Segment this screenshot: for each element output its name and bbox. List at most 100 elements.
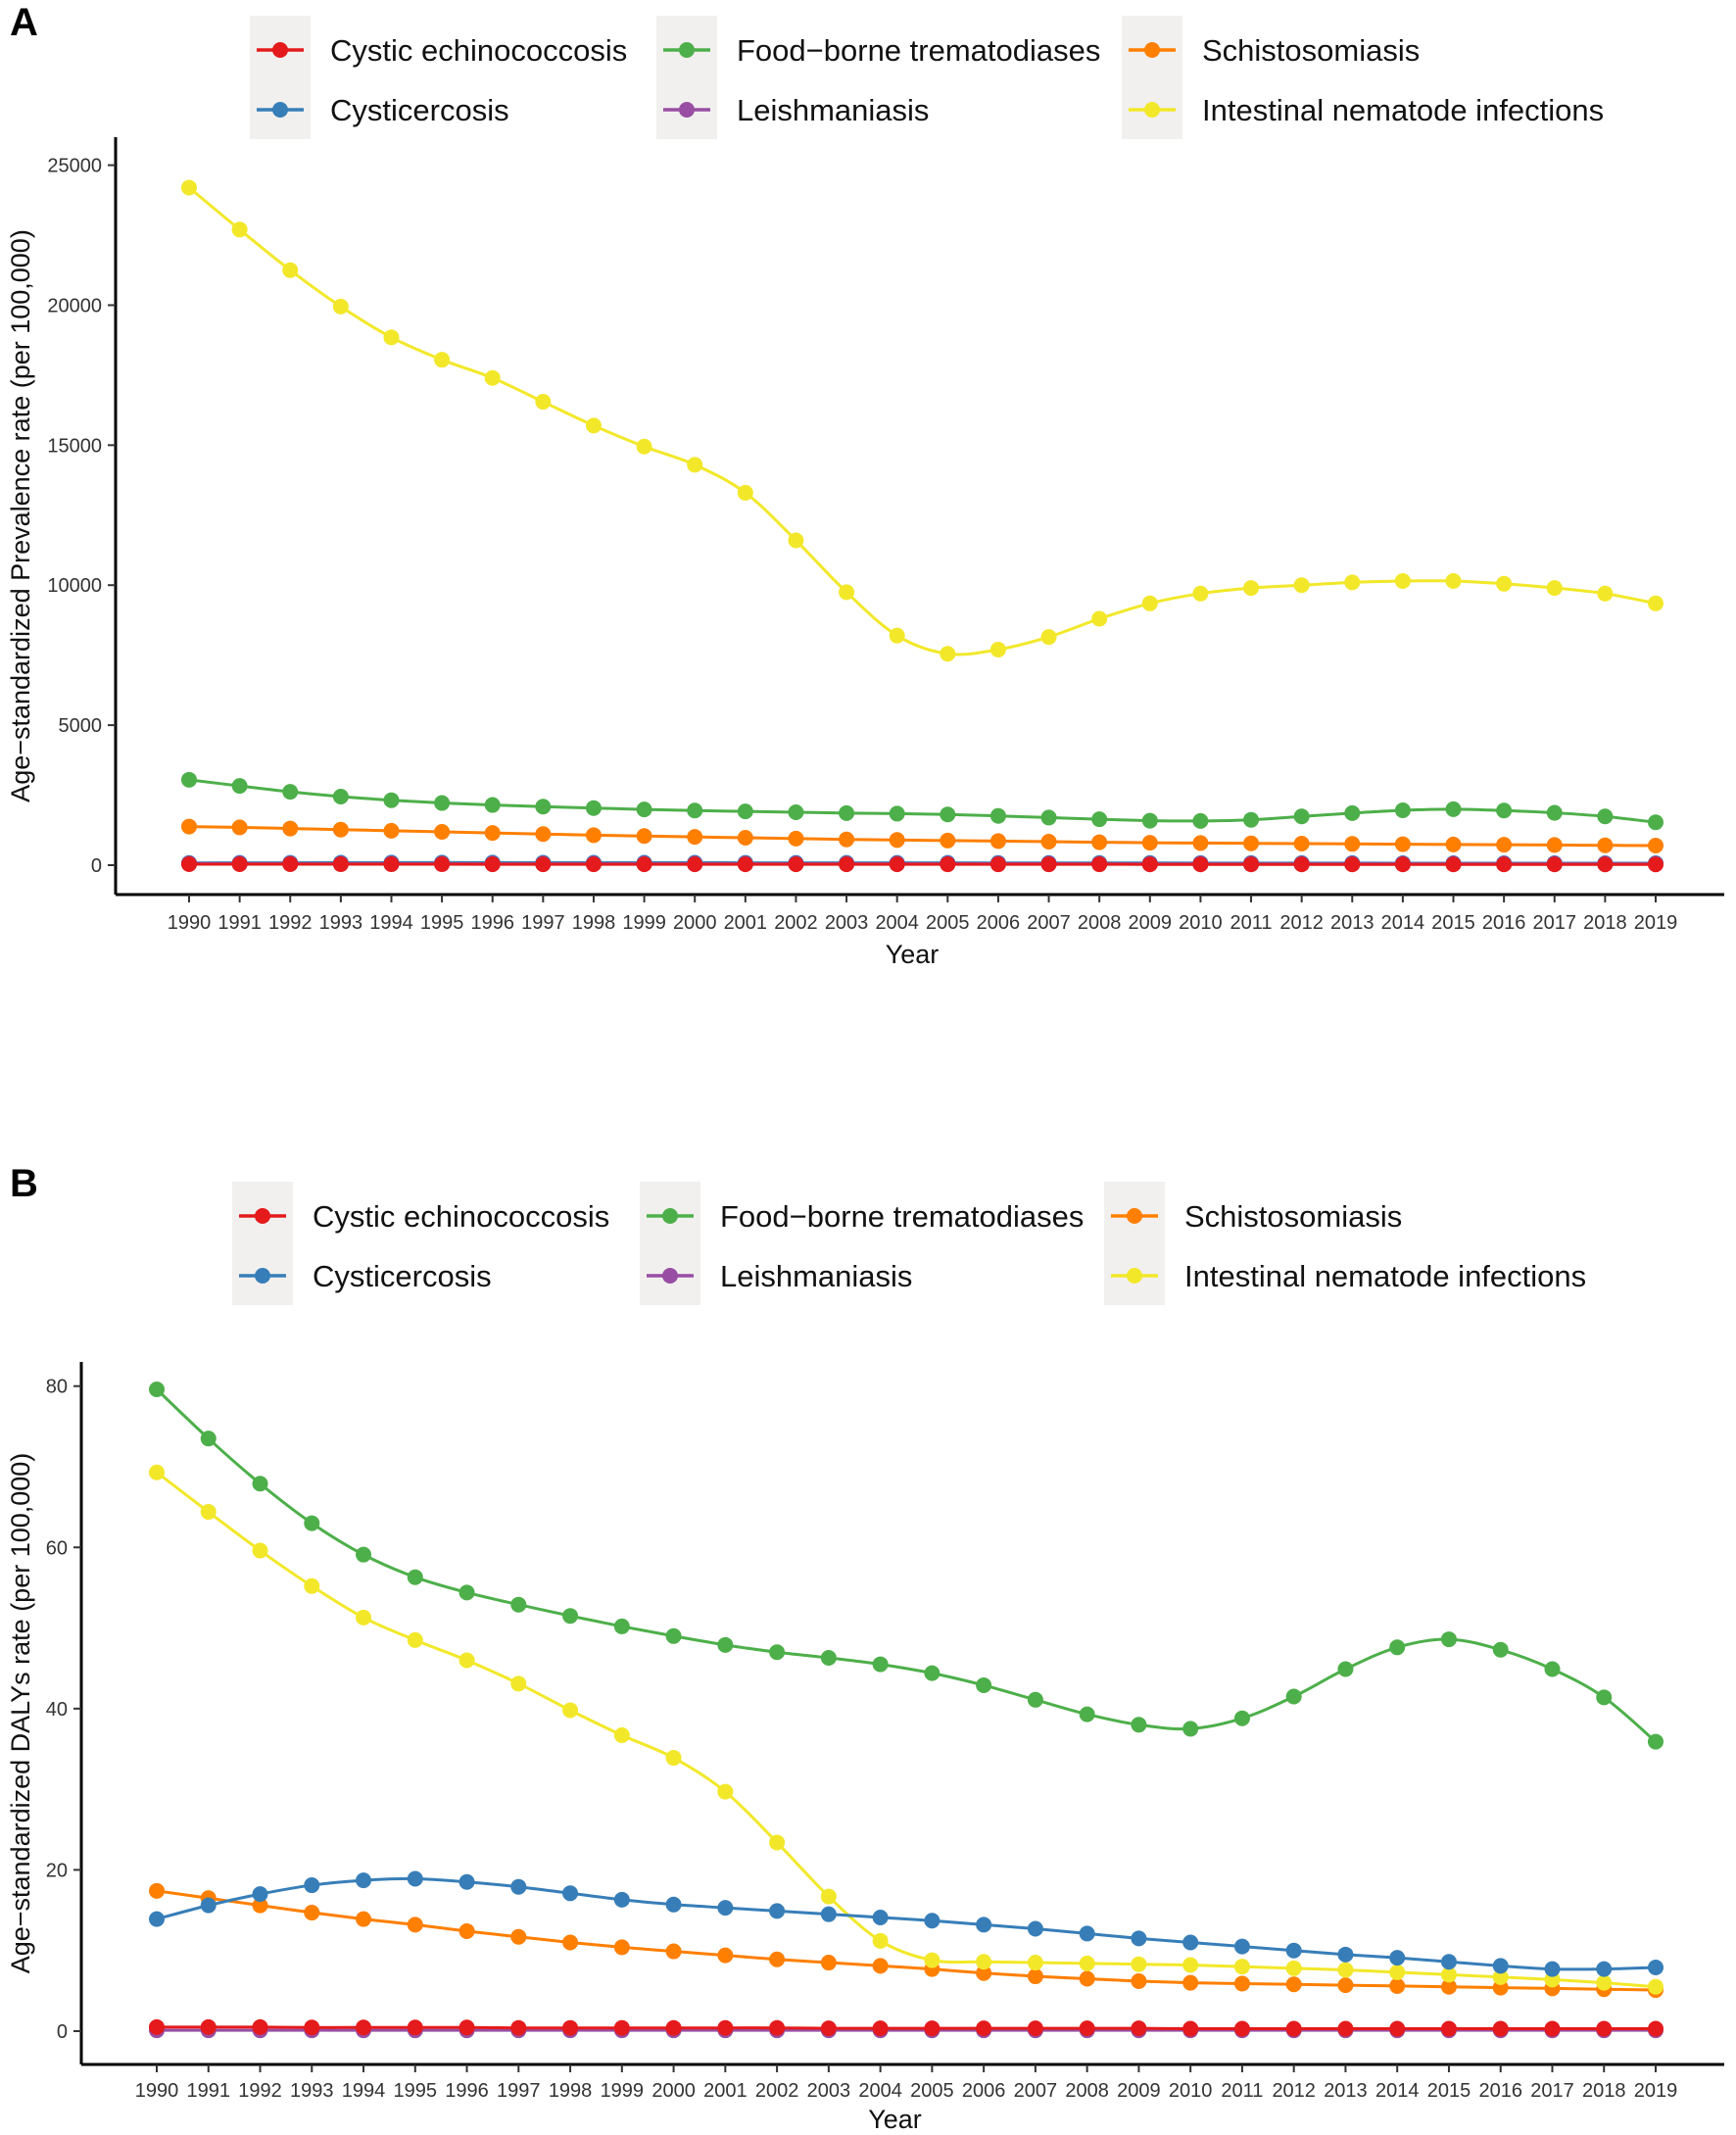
data-point-2011	[1243, 811, 1260, 828]
data-point-2006	[976, 1954, 992, 1970]
data-point-2010	[1192, 835, 1209, 851]
x-tick-label: 2007	[1027, 912, 1071, 934]
data-point-1991	[200, 1431, 217, 1447]
data-point-1995	[407, 2019, 423, 2036]
data-point-1994	[383, 822, 400, 839]
x-tick-label: 2011	[1221, 2080, 1263, 2102]
data-point-2010	[1192, 856, 1209, 873]
x-tick-label: 2009	[1117, 2080, 1161, 2102]
data-point-2004	[872, 1958, 889, 1974]
data-point-2004	[872, 1932, 889, 1949]
data-point-2012	[1285, 1942, 1302, 1959]
data-point-1998	[585, 417, 602, 434]
x-tick-label: 1997	[521, 912, 565, 934]
data-point-1990	[149, 1911, 165, 1927]
x-tick-label: 1990	[168, 912, 212, 934]
x-tick-label: 2011	[1230, 912, 1273, 934]
data-point-1990	[181, 179, 197, 196]
x-tick-label: 2015	[1427, 2080, 1471, 2102]
series-line	[157, 2025, 1656, 2031]
data-point-2010	[1182, 1934, 1199, 1951]
x-tick-label: 2000	[651, 2080, 696, 2102]
x-tick-label: 1998	[572, 912, 616, 934]
data-point-2017	[1546, 837, 1563, 853]
data-point-2005	[940, 856, 956, 873]
data-point-1992	[252, 1542, 268, 1559]
data-point-2018	[1597, 808, 1614, 825]
data-point-2008	[1091, 610, 1108, 627]
data-point-1994	[383, 856, 400, 873]
data-point-2002	[769, 1951, 786, 1967]
data-point-2003	[839, 856, 855, 873]
x-tick-label: 1995	[394, 2080, 438, 2102]
x-tick-label: 2008	[1065, 2080, 1109, 2102]
data-point-2010	[1192, 812, 1209, 829]
data-point-2019	[1648, 856, 1664, 873]
data-point-2013	[1344, 574, 1361, 591]
data-point-2000	[665, 1943, 682, 1960]
x-tick-label: 2006	[962, 2080, 1006, 2102]
data-point-2016	[1492, 1958, 1509, 1974]
x-tick-label: 1996	[470, 912, 514, 934]
data-point-2016	[1496, 837, 1513, 853]
x-tick-label: 2001	[724, 912, 768, 934]
data-point-2007	[1027, 1955, 1043, 1971]
legend-marker	[679, 42, 695, 58]
y-tick-label: 0	[91, 855, 102, 877]
data-point-2009	[1131, 1972, 1147, 1989]
data-point-2001	[737, 803, 753, 820]
data-point-1997	[510, 1675, 527, 1692]
data-point-2019	[1648, 1978, 1664, 1995]
data-point-2014	[1389, 1950, 1406, 1966]
x-tick-label: 2012	[1279, 912, 1324, 934]
data-point-2005	[924, 1913, 940, 1929]
data-point-2013	[1337, 1962, 1354, 1978]
data-point-2002	[769, 1903, 786, 1919]
data-point-2004	[889, 856, 905, 873]
x-tick-label: 2019	[1634, 2080, 1678, 2102]
data-point-2002	[788, 830, 804, 847]
data-point-1992	[252, 1476, 268, 1492]
legend-marker	[662, 1208, 678, 1224]
data-point-2011	[1233, 1975, 1250, 1992]
data-point-2006	[976, 1917, 992, 1933]
data-point-2018	[1596, 2020, 1613, 2037]
legend-item-cysticercosis: Cysticercosis	[239, 1259, 492, 1293]
data-point-1996	[458, 1922, 475, 1939]
data-point-1999	[636, 438, 652, 455]
data-point-1993	[304, 1515, 320, 1531]
data-point-1995	[407, 1631, 423, 1648]
x-tick-label: 2005	[926, 912, 970, 934]
data-point-1992	[282, 856, 299, 873]
data-point-2008	[1091, 856, 1108, 873]
data-point-2003	[820, 1888, 837, 1905]
data-point-2010	[1182, 1721, 1199, 1737]
data-point-1993	[332, 856, 349, 873]
legend-marker	[1144, 102, 1160, 118]
data-point-2003	[839, 831, 855, 848]
data-point-2004	[889, 832, 905, 849]
data-point-1999	[636, 856, 652, 873]
data-point-2008	[1091, 834, 1108, 850]
data-point-2018	[1597, 585, 1614, 602]
legend-marker	[255, 1268, 270, 1284]
x-tick-label: 1992	[238, 2080, 282, 2102]
series-cystic-echinococcosis	[149, 2018, 1664, 2037]
y-tick-label: 20	[46, 1860, 68, 1881]
data-point-2013	[1337, 1661, 1354, 1677]
data-point-2010	[1182, 1957, 1199, 1973]
x-tick-label: 2017	[1533, 912, 1577, 934]
legend-label: Intestinal nematode infections	[1184, 1259, 1586, 1293]
x-tick-label: 2007	[1014, 2080, 1058, 2102]
data-point-1999	[636, 801, 652, 818]
data-point-1991	[231, 221, 248, 238]
data-point-1990	[149, 1381, 165, 1397]
data-point-2009	[1131, 1930, 1147, 1947]
data-point-2001	[737, 484, 753, 501]
data-point-2007	[1040, 833, 1057, 849]
legend-marker	[662, 1268, 678, 1284]
y-tick-label: 10000	[47, 575, 102, 597]
data-point-1996	[484, 797, 501, 813]
data-point-1999	[636, 828, 652, 845]
data-point-2000	[687, 829, 703, 846]
